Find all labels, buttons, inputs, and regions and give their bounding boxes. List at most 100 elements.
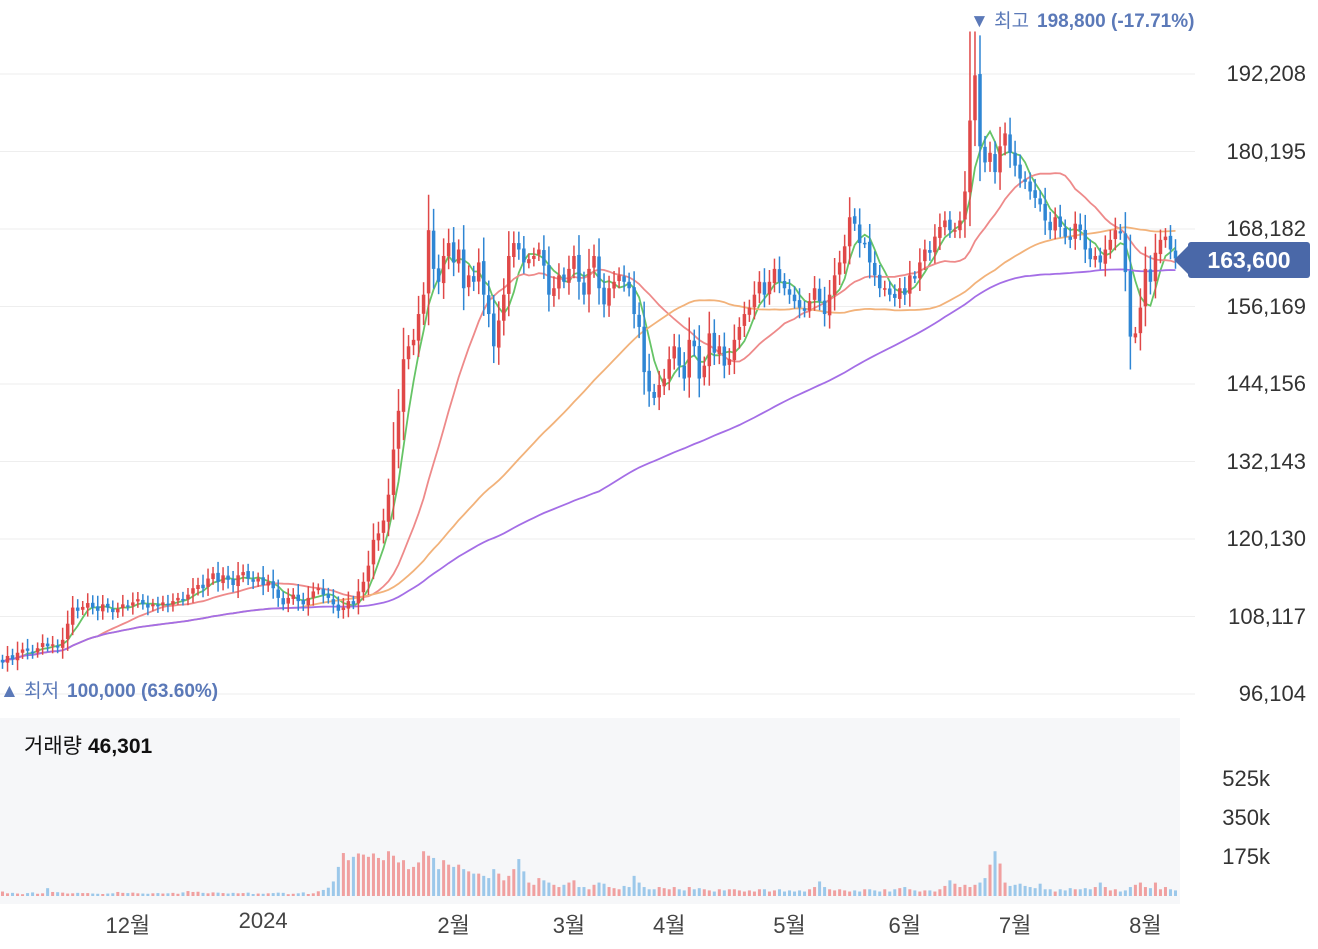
candle-body [792,294,797,302]
candle-body [903,288,907,295]
candle-body [256,578,260,582]
volume-bar [1018,883,1022,896]
candle-body [106,603,110,608]
candle-body [486,295,491,315]
candle-body [707,333,712,367]
volume-bar [26,893,30,896]
candle-body [1043,203,1047,221]
time-axis-label: 2월 [437,913,470,938]
volume-bar [1008,885,1012,896]
volume-bar [261,893,265,896]
volume-bar [101,893,105,896]
volume-bar [186,891,190,896]
candle-body [226,575,230,580]
volume-bar [1173,890,1177,896]
volume-bar [682,890,686,896]
volume-bar [757,889,761,896]
volume-bar [727,889,731,896]
volume-bar [1028,887,1032,896]
candle-body [497,320,501,348]
volume-bar [6,893,10,896]
volume-bar [938,889,942,896]
volume-bar [1058,889,1062,896]
volume-bar [251,893,255,896]
volume-bar [968,887,972,896]
candle-body [642,326,646,373]
volume-bar [487,878,491,896]
volume-axis-label: 175k [1222,843,1270,869]
candle-body [973,75,977,121]
time-axis-label: 6월 [888,913,922,938]
volume-bar [687,887,691,896]
volume-bar [356,853,360,896]
volume-bar [1013,884,1017,896]
low-price-label: ▲ 최저 [0,681,60,702]
volume-bar [818,881,822,896]
volume-bar [402,860,406,896]
volume-bar [873,890,877,896]
volume-bar [246,892,250,896]
candle-body [687,339,692,378]
volume-bar [151,893,155,896]
volume-title-label: 거래량 [24,735,82,758]
volume-bar [983,878,987,896]
volume-bar [1,891,5,896]
volume-bar [557,887,561,896]
candle-body [231,579,235,585]
volume-bar [462,869,466,896]
candle-body [136,599,140,602]
price-gridlines [0,73,1195,695]
volume-bar [1078,889,1082,896]
candle-body [983,146,987,163]
volume-bar [512,869,516,896]
volume-bar [231,892,235,896]
volume-bar [11,892,15,896]
volume-bar [1088,889,1092,896]
volume-bar [752,891,756,896]
volume-bar [346,860,350,896]
candle-body [542,250,546,266]
candle-body [797,300,802,308]
candle-body [757,281,762,294]
price-axis-label: 96,104 [1238,681,1306,706]
candle-body [401,359,406,412]
volume-bar [697,888,701,896]
candle-body [1008,134,1012,153]
volume-bar [417,862,421,896]
candle-body [156,604,160,607]
candle-body [95,606,100,611]
volume-bar [737,890,741,896]
volume-bar [131,892,135,896]
candle-body [1098,255,1103,263]
volume-bar [326,887,330,896]
candle-body [512,243,516,258]
volume-bar [156,893,160,896]
volume-bar [1053,891,1057,896]
volume-bar [1048,889,1052,896]
candle-body [1168,235,1173,250]
volume-bar [742,891,746,896]
candle-body [877,274,882,289]
volume-bar [672,887,676,896]
candle-body [943,220,947,228]
volume-bar [46,888,50,896]
volume-bar [642,887,646,896]
candle-body [1158,239,1163,255]
candle-body [938,226,942,238]
volume-bar [1073,889,1077,896]
volume-bar [582,887,586,896]
volume-bar [858,891,862,896]
volume-bar [216,892,220,896]
price-axis-label: 156,169 [1226,293,1306,319]
volume-bar [918,891,922,896]
candle-body [161,602,165,606]
candle-body [1113,230,1118,240]
volume-bar [883,889,887,896]
candle-body [492,313,496,347]
volume-bar [933,891,937,896]
candle-body [597,256,601,289]
volume-bar [1168,889,1172,896]
volume-bar [482,875,486,896]
volume-bar [226,893,230,896]
candle-body [607,288,611,306]
